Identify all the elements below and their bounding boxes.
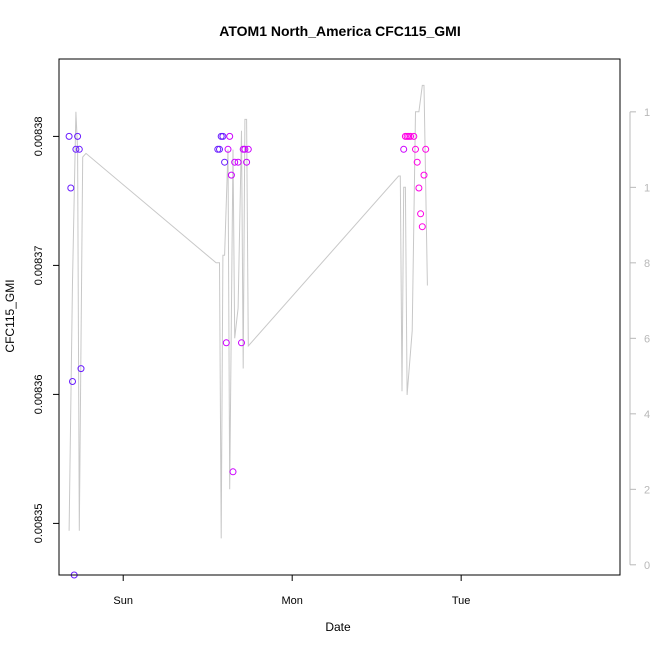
data-point — [216, 145, 223, 153]
y-tick-label: 0.00836 — [33, 375, 45, 415]
right-tick-label: 4000 — [644, 409, 650, 421]
x-tick-label: Mon — [281, 595, 302, 607]
data-point — [241, 145, 249, 153]
data-point — [407, 132, 414, 140]
y-axis-label: CFC115_GMI — [3, 279, 17, 352]
data-point — [413, 158, 421, 166]
x-tick-label: Sun — [113, 595, 133, 607]
data-point — [72, 145, 80, 153]
data-point — [227, 171, 235, 179]
data-point — [67, 184, 75, 192]
data-point — [418, 223, 426, 231]
x-tick-label: Tue — [452, 595, 471, 607]
y-axis-left: 0.00835 0.00836 0.00837 0.00838 — [33, 117, 59, 544]
scatter-series — [65, 132, 430, 579]
right-tick-label: 0 — [644, 560, 650, 572]
data-point — [420, 171, 428, 179]
data-point — [221, 158, 229, 166]
series-line — [68, 84, 428, 539]
data-point — [229, 468, 237, 476]
x-axis-label: Date — [325, 620, 351, 634]
data-point — [422, 145, 430, 153]
line-series — [68, 84, 428, 539]
data-point — [415, 184, 423, 192]
y-tick-label: 0.00837 — [33, 246, 45, 286]
data-point — [410, 132, 418, 140]
x-axis: Sun Mon Tue — [113, 575, 470, 607]
y-axis-right: 0 2000 4000 6000 8000 10000 12000 — [629, 107, 650, 572]
data-point — [226, 132, 234, 140]
data-point — [238, 339, 245, 347]
data-point — [244, 145, 252, 153]
y-tick-label: 0.00838 — [33, 117, 45, 157]
right-tick-label: 10000 — [644, 182, 650, 194]
data-point — [74, 132, 82, 140]
right-tick-label: 6000 — [644, 333, 650, 345]
chart-title: ATOM1 North_America CFC115_GMI — [219, 23, 460, 39]
data-point — [75, 145, 83, 153]
right-tick-label: 2000 — [644, 484, 650, 496]
data-point — [231, 158, 239, 166]
data-point — [219, 132, 227, 140]
data-point — [243, 158, 251, 166]
data-point — [77, 365, 85, 373]
data-point — [69, 378, 76, 385]
y-tick-label: 0.00835 — [33, 504, 45, 544]
plot-frame — [58, 58, 621, 576]
data-point — [412, 145, 419, 153]
data-point — [224, 145, 232, 153]
data-point — [400, 145, 408, 153]
data-point — [234, 158, 242, 166]
right-tick-label: 12000 — [644, 107, 650, 119]
right-tick-label: 8000 — [644, 258, 650, 270]
data-point — [65, 132, 73, 140]
data-point — [417, 210, 425, 218]
data-point — [222, 339, 230, 347]
